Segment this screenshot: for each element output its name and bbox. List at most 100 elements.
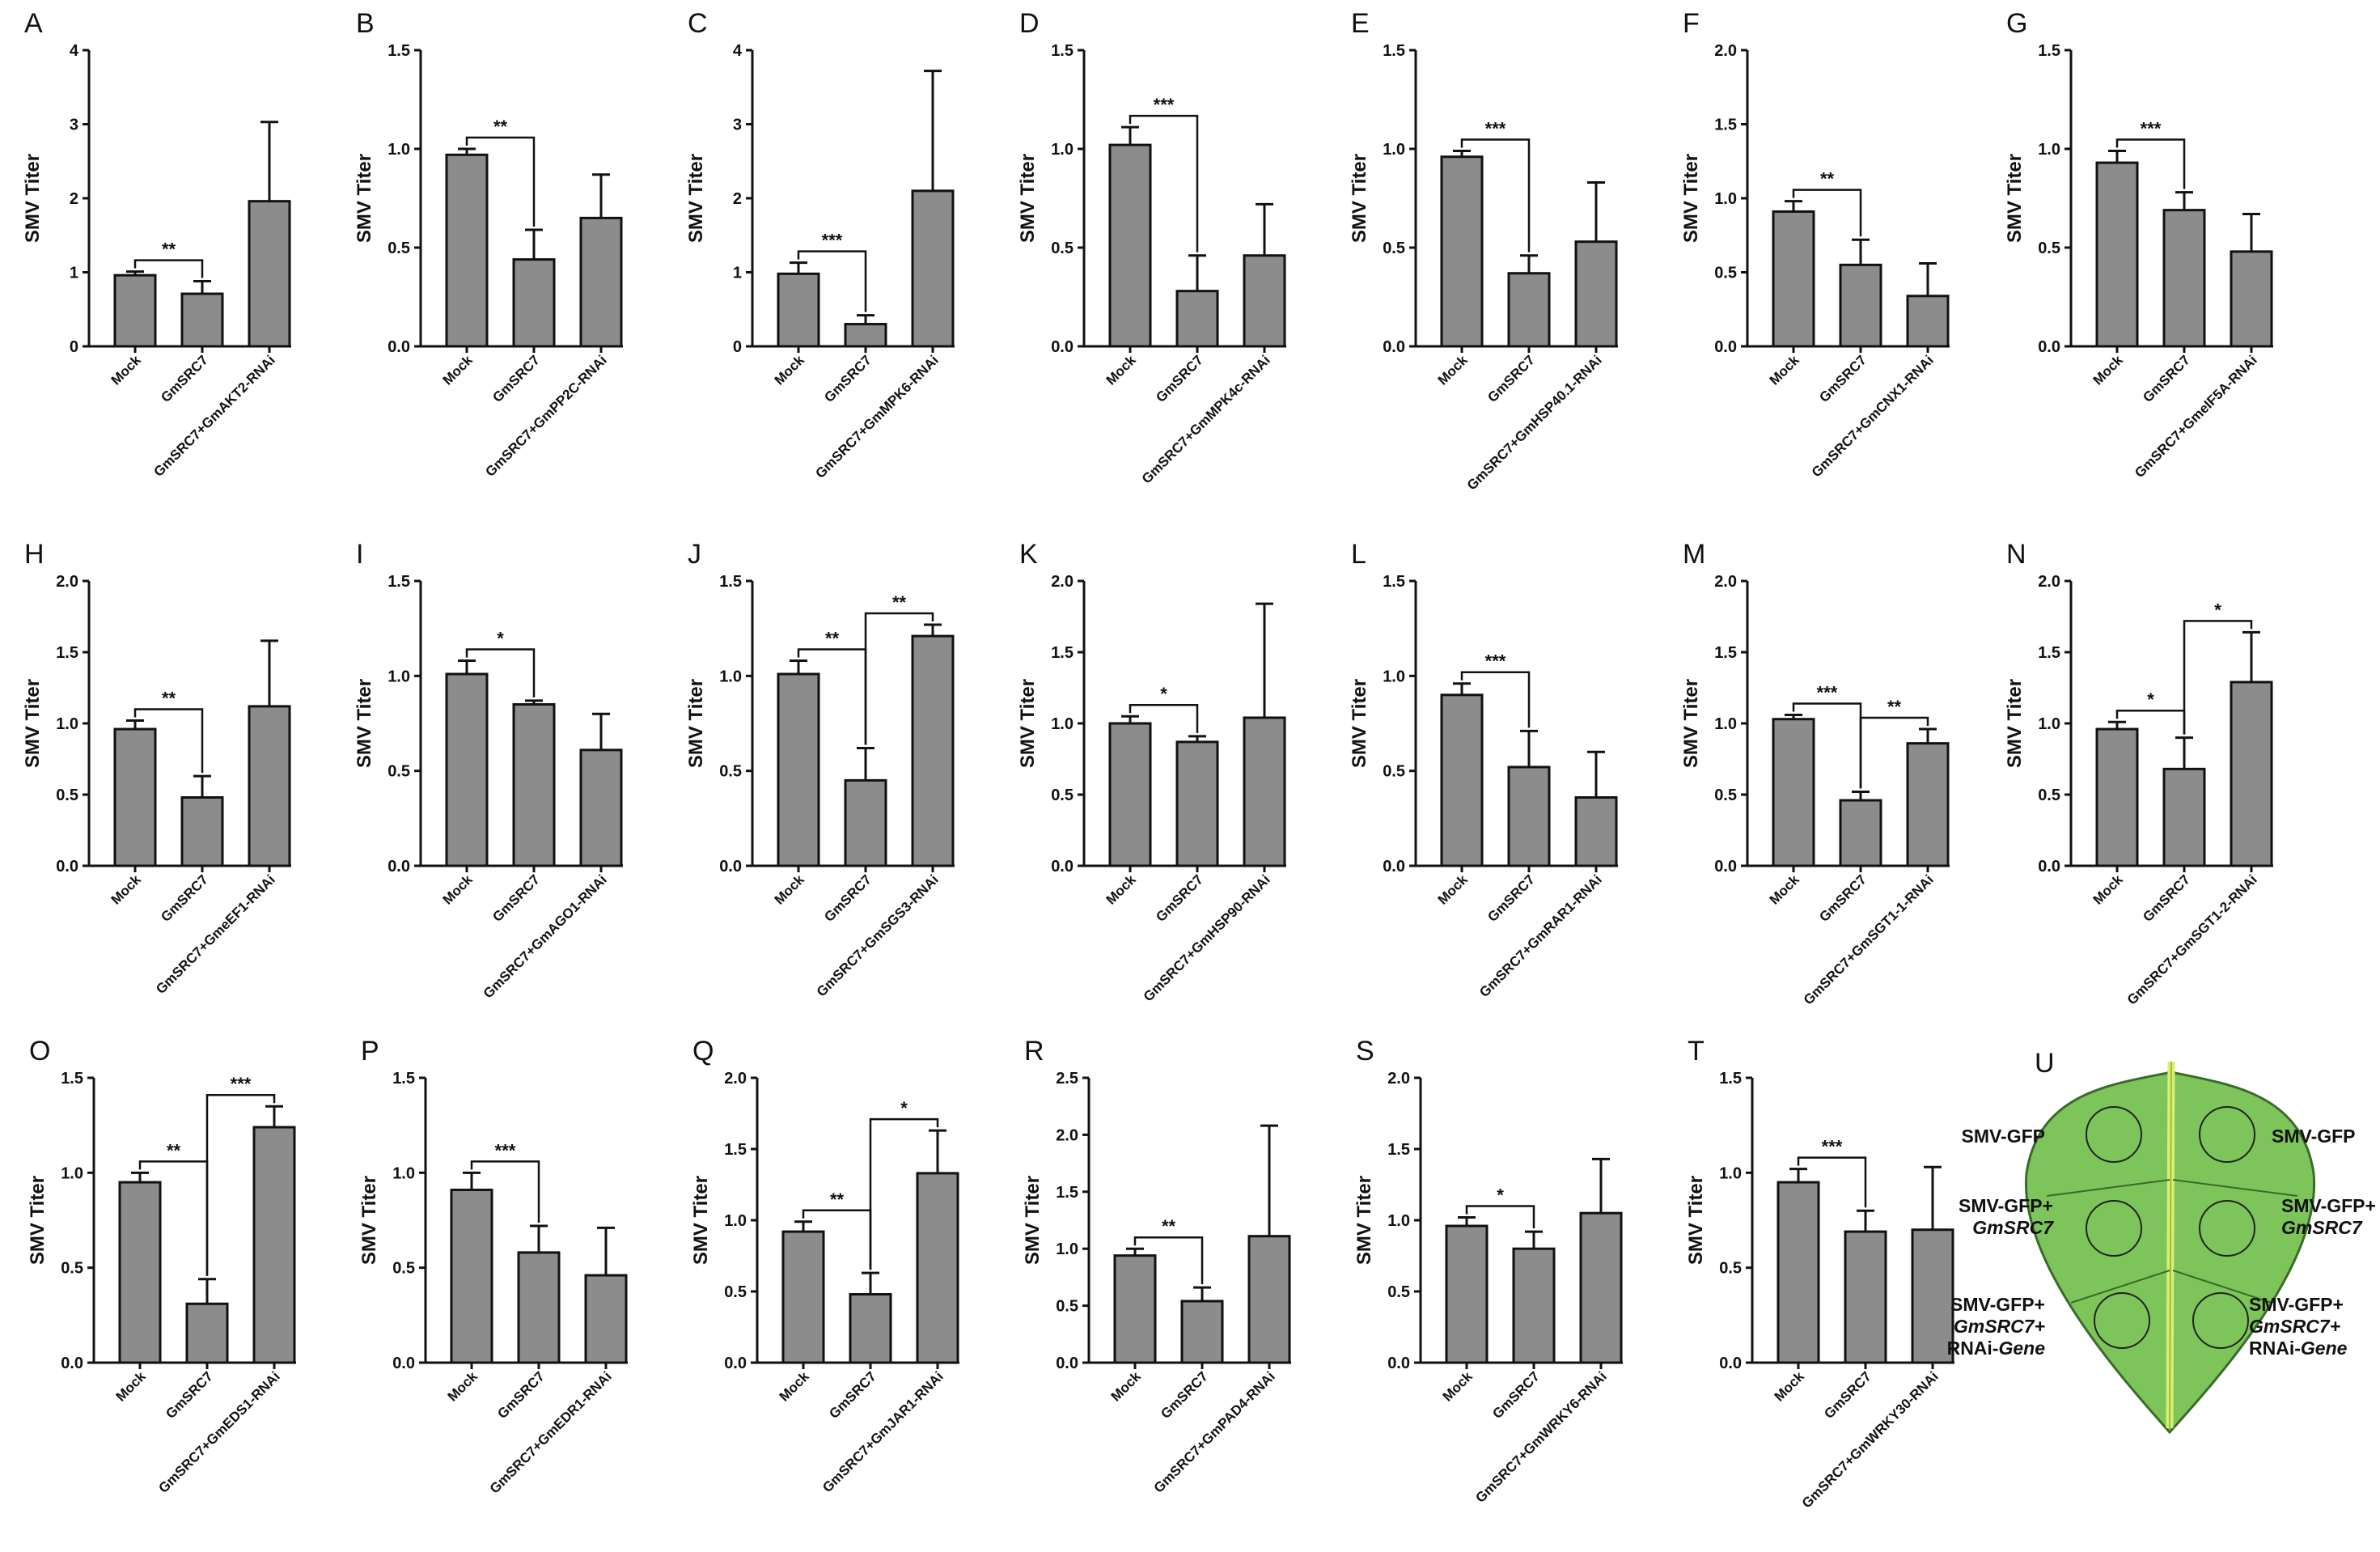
panel-letter: K	[1019, 539, 1038, 570]
bar-3	[2230, 250, 2273, 348]
y-axis-label: SMV Titer	[1349, 154, 1370, 243]
y-axis-label: SMV Titer	[2004, 154, 2026, 243]
x-tick-label: Mock	[440, 871, 476, 908]
y-tick-label: 0.5	[1051, 240, 1074, 257]
significance-label: **	[162, 688, 176, 708]
y-tick-label: 0.0	[1714, 858, 1737, 876]
bar-1	[1772, 718, 1815, 867]
bar-1	[1777, 1181, 1820, 1364]
infiltration-circle	[2094, 1292, 2150, 1349]
bar-1	[2095, 161, 2139, 348]
x-tick-label: GmSRC7	[1821, 1368, 1874, 1422]
bar-1	[1108, 722, 1152, 867]
infiltration-circle	[2192, 1292, 2249, 1349]
y-tick-label: 0.0	[1051, 858, 1074, 876]
significance-bracket	[869, 1117, 939, 1270]
x-tick-label: Mock	[1103, 871, 1140, 908]
y-tick-label: 0.5	[392, 1260, 415, 1278]
bar-2	[180, 796, 224, 867]
y-tick-label: 1.5	[387, 573, 410, 591]
y-axis-label: SMV Titer	[22, 679, 44, 768]
x-tick-label: GmSRC7	[2140, 871, 2193, 925]
y-tick-label: 1.5	[1714, 644, 1737, 662]
leaf-label-text: SMV-GFP+	[1959, 1195, 2053, 1216]
x-tick-label: GmSRC7	[163, 1368, 216, 1422]
y-tick-label: 0.5	[387, 240, 410, 257]
y-tick-label: 1.0	[387, 668, 410, 685]
significance-label: ***	[495, 1140, 516, 1160]
bar-2	[844, 778, 887, 867]
bar-1	[113, 274, 157, 348]
x-tick-label: GmSRC7+GmSGS3-RNAi	[814, 871, 942, 999]
y-tick-label: 0.5	[1719, 1260, 1742, 1278]
y-tick-label: 2.0	[56, 573, 78, 591]
panel-letter: J	[688, 539, 701, 570]
bar-2	[2162, 209, 2206, 348]
significance-label: ***	[2141, 118, 2162, 138]
leaf-label-line: RNAi-Gene	[1947, 1338, 2046, 1359]
panel-letter: I	[356, 539, 363, 570]
bar-3	[1243, 716, 1286, 867]
significance-bracket	[133, 708, 204, 774]
bar-3	[252, 1126, 296, 1364]
panel-letter: Q	[692, 1036, 714, 1066]
bar-2	[1844, 1230, 1887, 1364]
x-tick-label: GmSRC7	[1158, 1368, 1211, 1422]
bar-chart-B: B 0.0 0.5 1.0 1.5 SMV Titer Mock GmSRC7GmSRC7+G…	[354, 8, 623, 480]
leaf-label-line: SMV-GFP	[2272, 1126, 2356, 1147]
y-tick-label: 1.5	[1383, 573, 1405, 591]
y-tick-label: 0.5	[2038, 240, 2060, 257]
x-tick-label: GmSRC7+GmeEF1-RNAi	[153, 871, 278, 997]
y-tick-label: 0.0	[1051, 338, 1074, 356]
y-tick-label: 0.5	[61, 1260, 83, 1278]
bar-2	[185, 1302, 229, 1364]
y-axis-label: SMV Titer	[1680, 679, 1702, 768]
y-tick-label: 1.5	[1051, 644, 1074, 662]
y-tick-label: 1.0	[1714, 715, 1737, 733]
panel-letter: G	[2006, 8, 2027, 39]
y-tick-label: 4	[70, 42, 79, 60]
bar-2	[1839, 263, 1882, 348]
y-tick-label: 2.0	[724, 1070, 747, 1088]
x-tick-label: GmSRC7	[158, 871, 211, 925]
x-tick-label: GmSRC7	[489, 871, 543, 925]
panel-letter: P	[361, 1036, 379, 1066]
bar-chart-S: S 0.0 0.5 1.0 1.5 2.0 SMV Titer Mock GmSRC7GmSRC…	[1353, 1036, 1623, 1506]
significance-bracket	[1129, 114, 1199, 252]
x-tick-label: GmSRC7	[2140, 352, 2193, 405]
significance-label: *	[497, 629, 504, 649]
significance-label: **	[1820, 169, 1835, 189]
y-axis-label: SMV Titer	[1349, 679, 1370, 768]
bar-3	[1574, 240, 1618, 348]
significance-label: **	[162, 240, 176, 260]
bar-1	[118, 1181, 162, 1364]
x-tick-label: Mock	[1440, 1368, 1476, 1405]
leaf-label-line: RNAi-Gene	[2249, 1338, 2348, 1359]
significance-label: *	[1160, 684, 1167, 704]
bar-chart-H: H 0.0 0.5 1.0 1.5 2.0 SMV Titer Mock GmSRC7GmSRC…	[22, 539, 291, 997]
leaf-label-italic: Gene	[2301, 1338, 2348, 1359]
leaf-vein-lower-left	[2070, 1270, 2170, 1304]
infiltration-circle	[2086, 1200, 2142, 1257]
bar-1	[777, 672, 820, 867]
leaf-label-line: GmSRC7	[2281, 1217, 2363, 1238]
y-tick-label: 0.0	[1383, 858, 1405, 876]
y-tick-label: 1.5	[2038, 42, 2060, 60]
leaf-label-line: GmSRC7	[1972, 1217, 2054, 1238]
significance-bracket	[1465, 1205, 1535, 1229]
bar-3	[1574, 796, 1618, 867]
y-tick-label: 1.5	[1051, 42, 1074, 60]
x-tick-label: Mock	[108, 352, 145, 388]
x-tick-label: Mock	[2090, 871, 2127, 908]
bar-2	[844, 323, 887, 348]
y-tick-label: 0.5	[56, 787, 78, 804]
y-tick-label: 1.5	[1714, 117, 1737, 134]
bar-3	[584, 1274, 628, 1364]
panel-letter: T	[1688, 1036, 1705, 1066]
leaf-label-text: SMV-GFP+	[1950, 1294, 2045, 1315]
significance-bracket	[1859, 716, 1929, 789]
y-tick-label: 0	[70, 338, 78, 356]
y-tick-label: 2	[70, 190, 78, 208]
